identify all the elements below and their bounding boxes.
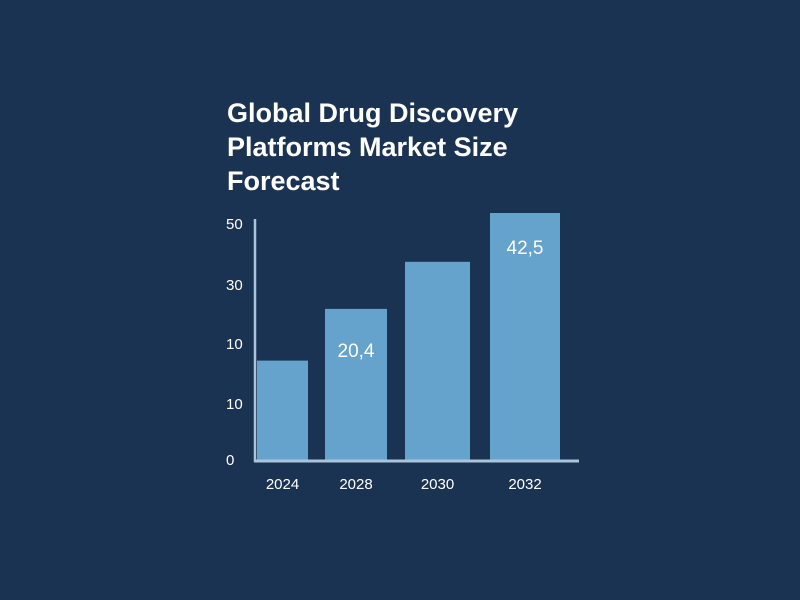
y-tick-label: 50 bbox=[226, 216, 243, 233]
y-tick-label: 30 bbox=[226, 277, 243, 294]
bar-2030 bbox=[405, 261, 470, 460]
data-label: 20,4 bbox=[338, 341, 375, 362]
x-tick-label: 2028 bbox=[339, 476, 372, 493]
data-label: 42,5 bbox=[507, 238, 544, 259]
y-tick-label: 10 bbox=[226, 336, 243, 353]
bar-2028 bbox=[325, 308, 387, 460]
x-tick-label: 2024 bbox=[266, 476, 299, 493]
x-tick-label: 2032 bbox=[508, 476, 541, 493]
y-tick-label: 0 bbox=[226, 452, 234, 469]
x-tick-label: 2030 bbox=[421, 476, 454, 493]
bar-2024 bbox=[257, 360, 308, 460]
y-tick-label: 10 bbox=[226, 396, 243, 413]
bar-2032 bbox=[490, 213, 560, 460]
chart-title: Global Drug Discovery Platforms Market S… bbox=[227, 98, 519, 196]
